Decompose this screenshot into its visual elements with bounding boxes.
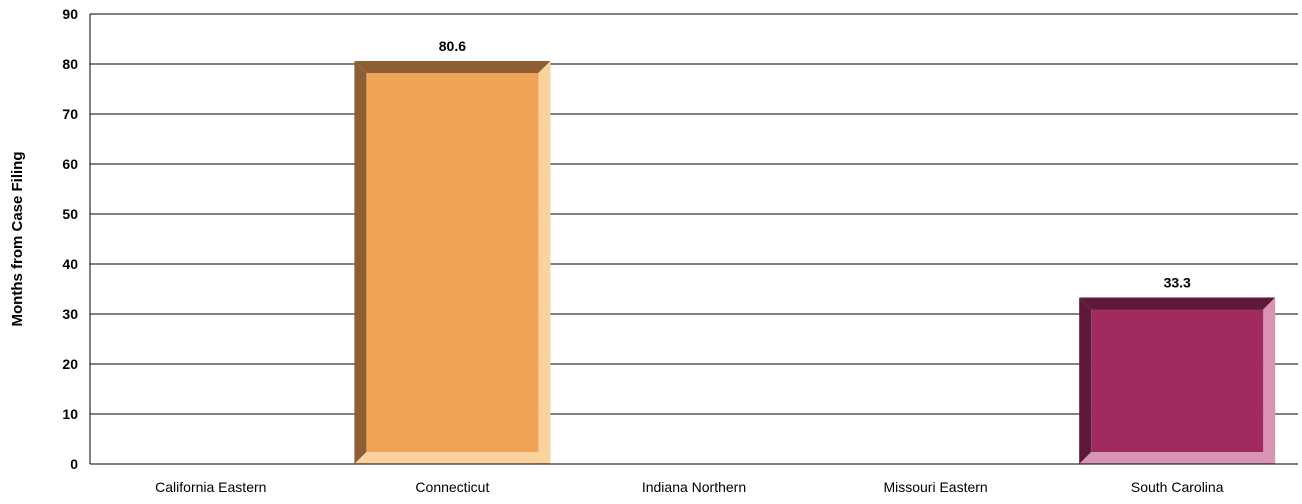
- y-tick-label-80: 80: [62, 56, 78, 72]
- bar-bevel-right: [538, 61, 551, 464]
- bar-bevel-left: [1079, 297, 1092, 464]
- bars: [354, 61, 1276, 464]
- gridlines: [90, 13, 1298, 465]
- bar-bevel-bottom: [354, 452, 551, 464]
- bar-bevel-top: [354, 61, 551, 73]
- x-category-label-missouri-eastern: Missouri Eastern: [883, 479, 987, 495]
- y-tick-labels: 0 10 20 30 40 50 60 70 80 90: [62, 6, 78, 472]
- bar-bevel-top: [1079, 297, 1276, 310]
- x-category-labels: California Eastern Connecticut Indiana Nor…: [155, 479, 1224, 495]
- bar-connecticut: [354, 61, 551, 464]
- bar-bevel-bottom: [1079, 452, 1276, 464]
- y-tick-label-60: 60: [62, 156, 78, 172]
- data-labels: 80.6 33.3: [439, 38, 1191, 291]
- y-tick-label-70: 70: [62, 106, 78, 122]
- bar-bevel-left: [354, 61, 367, 464]
- y-tick-label-10: 10: [62, 406, 78, 422]
- y-axis-title: Months from Case Filing: [9, 151, 26, 326]
- data-label-connecticut: 80.6: [439, 38, 466, 54]
- y-tick-label-50: 50: [62, 206, 78, 222]
- bar-face: [366, 73, 539, 452]
- x-category-label-california-eastern: California Eastern: [155, 479, 266, 495]
- y-tick-label-90: 90: [62, 6, 78, 22]
- bar-south-carolina: [1079, 297, 1276, 464]
- x-category-label-south-carolina: South Carolina: [1131, 479, 1224, 495]
- bar-bevel-right: [1263, 297, 1276, 464]
- x-category-label-connecticut: Connecticut: [415, 479, 489, 495]
- y-tick-label-30: 30: [62, 306, 78, 322]
- y-tick-label-20: 20: [62, 356, 78, 372]
- data-label-south-carolina: 33.3: [1164, 275, 1191, 291]
- y-tick-label-40: 40: [62, 256, 78, 272]
- bar-face: [1091, 309, 1264, 452]
- y-tick-label-0: 0: [70, 456, 78, 472]
- x-category-label-indiana-northern: Indiana Northern: [642, 479, 746, 495]
